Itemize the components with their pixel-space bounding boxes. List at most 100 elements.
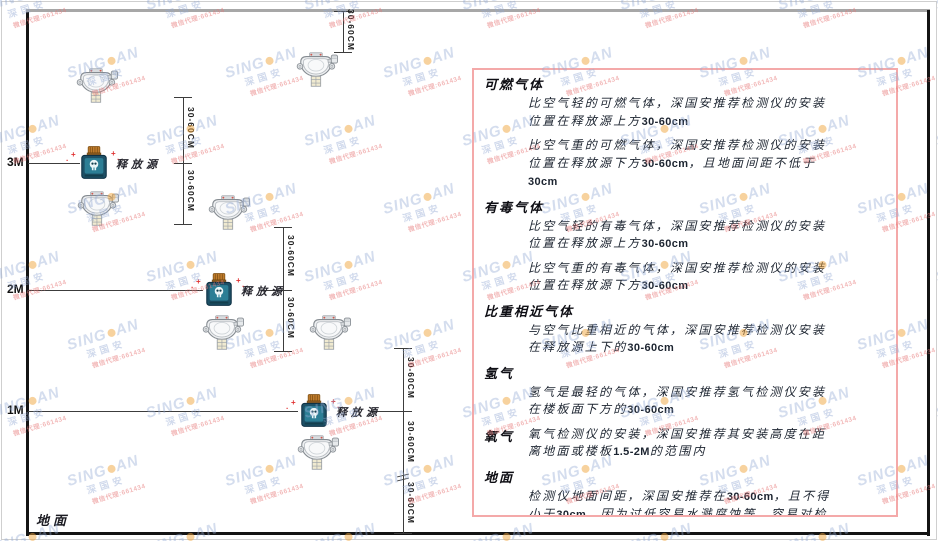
dimension-tick [274,290,292,291]
watermark-cn: 深国安 [85,339,128,361]
watermark-subtext: 微信代理:661434 [328,6,384,30]
dimension-tick [394,533,412,534]
section-paragraph: 比空气重的可燃气体，深国安推荐检测仪的安装位置在释放源下方30-60cm，且地面… [528,138,827,188]
watermark-dot-icon [343,259,354,270]
dimension-tick [334,52,352,53]
watermark-dot-icon [422,191,433,202]
gas-detector-icon [296,52,338,88]
ground-label: 地面 [36,513,71,528]
dimension-line [403,348,404,533]
gas-detector-icon [297,435,339,471]
watermark-subtext: 微信代理:661434 [170,414,226,438]
watermark-cn: 深国安 [401,67,444,89]
watermark-dot-icon [106,327,117,338]
right-wall-line [927,10,930,536]
emission-sparkle-icon: + [291,398,296,407]
guideline-section: 比重相近气体与空气比重相近的气体，深国安推荐检测仪安装在释放源上下的30-60c… [484,302,884,358]
level-label: 3M [7,155,24,169]
watermark-dot-icon [185,395,196,406]
watermark-cn: 深国安 [322,534,382,541]
section-heading: 比重相近气体 [484,303,575,319]
dimension-connector [262,290,283,291]
dimension-label: 30-60CM [286,235,296,277]
level-line [28,163,80,164]
dimension-tick [174,163,192,164]
emission-sparkle-icon: · [286,404,289,413]
watermark-cn: 深国安 [6,534,66,541]
watermark-subtext: 微信代理:661434 [328,142,384,166]
guideline-section: 氢气 氢气是最轻的气体，深国安推荐氢气检测仪安装在楼板面下方的30-60cm [484,364,884,420]
level-label: 2M [7,282,24,296]
section-heading: 地面 [484,469,515,485]
dimension-tick [274,351,292,352]
watermark-dot-icon [264,327,275,338]
dimension-label: 30-60CM [406,482,416,524]
emission-sparkle-icon: · [66,156,69,165]
watermark-subtext: 微信代理:661434 [249,482,305,506]
release-source-label: 释放源 [241,286,286,298]
watermark-dot-icon [185,259,196,270]
watermark-dot-icon [264,191,275,202]
guideline-section: 可燃气体 比空气轻的可燃气体，深国安推荐检测仪的安装位置在释放源上方30-60cm… [484,75,884,192]
section-heading: 有毒气体 [484,199,545,215]
watermark-dot-icon [106,463,117,474]
dimension-tick [174,97,192,98]
guidelines-sections: 可燃气体 比空气轻的可燃气体，深国安推荐检测仪的安装位置在释放源上方30-60cm… [484,75,884,515]
section-paragraph: 与空气比重相近的气体，深国安推荐检测仪安装在释放源上下的30-60cm [528,322,827,355]
watermark-cn: 深国安 [243,475,286,497]
watermark-subtext: 微信代理:661434 [91,482,147,506]
dimension-tick [334,11,352,12]
watermark-cn: 深国安 [164,534,224,541]
dimension-label: 30-60CM [406,357,416,399]
release-source-icon [298,394,330,428]
watermark-dot-icon [738,55,749,66]
watermark-cn: 深国安 [85,475,128,497]
dimension-line [183,97,184,224]
watermark-subtext: 微信代理:661434 [486,6,542,30]
left-wall-line [26,10,29,536]
watermark-cn: 深国安 [243,203,286,225]
dimension-tick [174,224,192,225]
ceiling-line [26,9,930,12]
watermark-dot-icon [422,327,433,338]
watermark-subtext: 微信代理:661434 [170,6,226,30]
emission-sparkle-icon: + [236,276,241,285]
gas-detector-icon [208,195,250,231]
guidelines-panel: 可燃气体 比空气轻的可燃气体，深国安推荐检测仪的安装位置在释放源上方30-60cm… [472,68,898,517]
section-heading: 氢气 [484,365,515,381]
dimension-tick [394,348,412,349]
gas-detector-icon [309,315,351,351]
guideline-section: 氧气 氧气检测仪的安装，深国安推荐其安装高度在距离地面或楼板1.5-2M的范围内 [484,426,884,462]
emission-sparkle-icon: + [196,277,201,286]
